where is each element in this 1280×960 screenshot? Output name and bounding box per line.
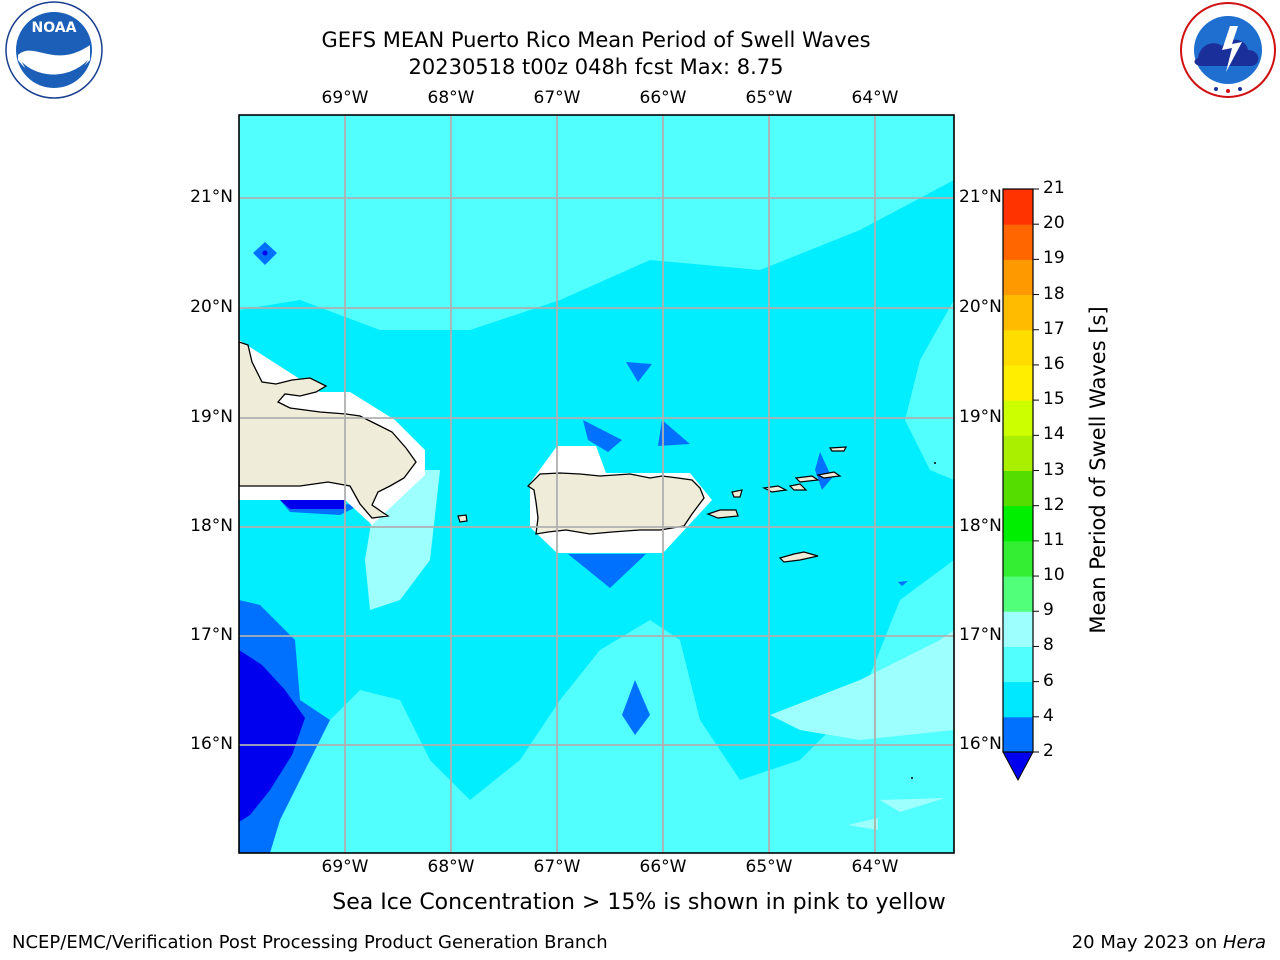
colorbar-segment xyxy=(1003,681,1033,718)
contour-band-2-4 xyxy=(658,420,690,446)
colorbar-segment xyxy=(1003,576,1033,612)
noaa-logo: NOAA xyxy=(4,0,104,100)
colorbar-tick-label: 2 xyxy=(1043,741,1054,761)
colorbar-segment xyxy=(1003,505,1033,542)
chart-subtitle: 20230518 t00z 048h fcst Max: 8.75 xyxy=(408,55,784,79)
anegada-island xyxy=(828,446,848,452)
map-frame xyxy=(238,114,955,854)
colorbar-segment xyxy=(1003,646,1033,683)
lon-tick-bottom: 69°W xyxy=(321,857,369,877)
lat-tick-right: 20°N xyxy=(959,297,1002,317)
colorbar-tick-label: 16 xyxy=(1043,353,1065,374)
contour-band-2-4 xyxy=(583,420,622,452)
colorbar-tick-label: 15 xyxy=(1043,389,1065,410)
colorbar-tick-label: 18 xyxy=(1043,283,1065,304)
lat-tick-right: 19°N xyxy=(959,407,1002,427)
graticule xyxy=(239,115,954,853)
colorbar-tick-label: 20 xyxy=(1043,213,1065,234)
lon-tick-top: 67°W xyxy=(533,88,581,108)
contour-band-2-4 xyxy=(622,680,650,735)
contour-band-2-4 xyxy=(815,452,832,490)
contour-band-under-2 xyxy=(262,250,268,256)
lat-tick-right: 16°N xyxy=(959,734,1002,754)
lat-tick-left: 20°N xyxy=(190,297,233,317)
footer-host: Hera xyxy=(1222,932,1266,953)
colorbar-segment xyxy=(1003,435,1033,471)
lat-tick-right: 18°N xyxy=(959,516,1002,536)
colorbar-tick-label: 12 xyxy=(1043,494,1065,515)
lat-tick-left: 17°N xyxy=(190,625,233,645)
contour-band-2-4 xyxy=(568,554,646,588)
colorbar-segment xyxy=(1003,259,1033,296)
colorbar-under-extension xyxy=(1002,751,1034,782)
colorbar-tick-label: 21 xyxy=(1043,178,1065,198)
colorbar-segment xyxy=(1003,364,1033,401)
contour-band-8-9 xyxy=(770,630,954,740)
colorbar-tick-label: 8 xyxy=(1043,635,1054,656)
lat-tick-left: 18°N xyxy=(190,516,233,536)
colorbar-segment xyxy=(1003,224,1033,260)
colorbar-segment xyxy=(1003,611,1033,647)
contour-band-8-9 xyxy=(848,818,878,830)
lon-tick-top: 66°W xyxy=(639,88,687,108)
colorbar-tick-label: 6 xyxy=(1043,670,1054,691)
colorbar-tick-label: 14 xyxy=(1043,424,1065,445)
contour-band-4-6 xyxy=(239,115,954,330)
colorbar-tick-label: 11 xyxy=(1043,529,1065,550)
virgin-gorda-island xyxy=(816,471,842,479)
culebra-island xyxy=(731,489,743,498)
lon-tick-bottom: 67°W xyxy=(533,857,581,877)
footer-date: 20 May 2023 on Hera xyxy=(1072,932,1266,953)
contour-band-under-2 xyxy=(239,650,305,822)
lat-tick-right: 21°N xyxy=(959,187,1002,207)
st-croix-island xyxy=(778,551,819,563)
noaa-logo-text: NOAA xyxy=(31,20,77,36)
chart-title: GEFS MEAN Puerto Rico Mean Period of Swe… xyxy=(321,28,871,52)
tortola-island xyxy=(794,475,820,483)
nws-logo xyxy=(1176,0,1280,100)
hispaniola-land xyxy=(239,341,417,519)
colorbar-label: Mean Period of Swell Waves [s] xyxy=(1086,306,1110,634)
colorbar-tick-label: 19 xyxy=(1043,248,1065,269)
sea-ice-note: Sea Ice Concentration > 15% is shown in … xyxy=(332,890,946,915)
lon-tick-bottom: 68°W xyxy=(427,857,475,877)
lon-tick-top: 65°W xyxy=(745,88,793,108)
lat-tick-left: 19°N xyxy=(190,407,233,427)
colorbar-segment xyxy=(1003,540,1033,577)
lon-tick-bottom: 64°W xyxy=(851,857,899,877)
colorbar-segment xyxy=(1003,189,1033,225)
footer-credit: NCEP/EMC/Verification Post Processing Pr… xyxy=(12,932,608,953)
colorbar-segment xyxy=(1003,470,1033,507)
colorbar-segment xyxy=(1003,294,1033,331)
colorbar-tick-label: 4 xyxy=(1043,705,1054,726)
colorbar-segment xyxy=(1003,329,1033,366)
colorbar-segment xyxy=(1003,716,1033,753)
contour-band-2-4 xyxy=(626,362,652,382)
lon-tick-bottom: 65°W xyxy=(745,857,793,877)
lon-tick-top: 68°W xyxy=(427,88,475,108)
puerto-rico-land xyxy=(526,472,705,535)
st-john-island xyxy=(788,483,808,491)
colorbar-segment xyxy=(1003,400,1033,436)
mona-island xyxy=(457,514,468,523)
contour-band-2-4 xyxy=(898,581,908,586)
lat-tick-left: 21°N xyxy=(190,187,233,207)
colorbar xyxy=(1002,188,1039,782)
colorbar-tick-label: 13 xyxy=(1043,459,1065,480)
contour-band-8-9 xyxy=(880,798,945,812)
contour-band-under-2 xyxy=(280,500,345,509)
lon-tick-bottom: 66°W xyxy=(639,857,687,877)
lat-tick-left: 16°N xyxy=(190,734,233,754)
colorbar-tick-label: 10 xyxy=(1043,565,1065,586)
lat-tick-right: 17°N xyxy=(959,625,1002,645)
colorbar-tick-label: 9 xyxy=(1043,600,1054,621)
lon-tick-top: 69°W xyxy=(321,88,369,108)
lon-tick-top: 64°W xyxy=(851,88,899,108)
footer-date-text: 20 May 2023 on xyxy=(1071,932,1223,953)
colorbar-tick-label: 17 xyxy=(1043,318,1065,339)
vieques-island xyxy=(706,509,739,519)
